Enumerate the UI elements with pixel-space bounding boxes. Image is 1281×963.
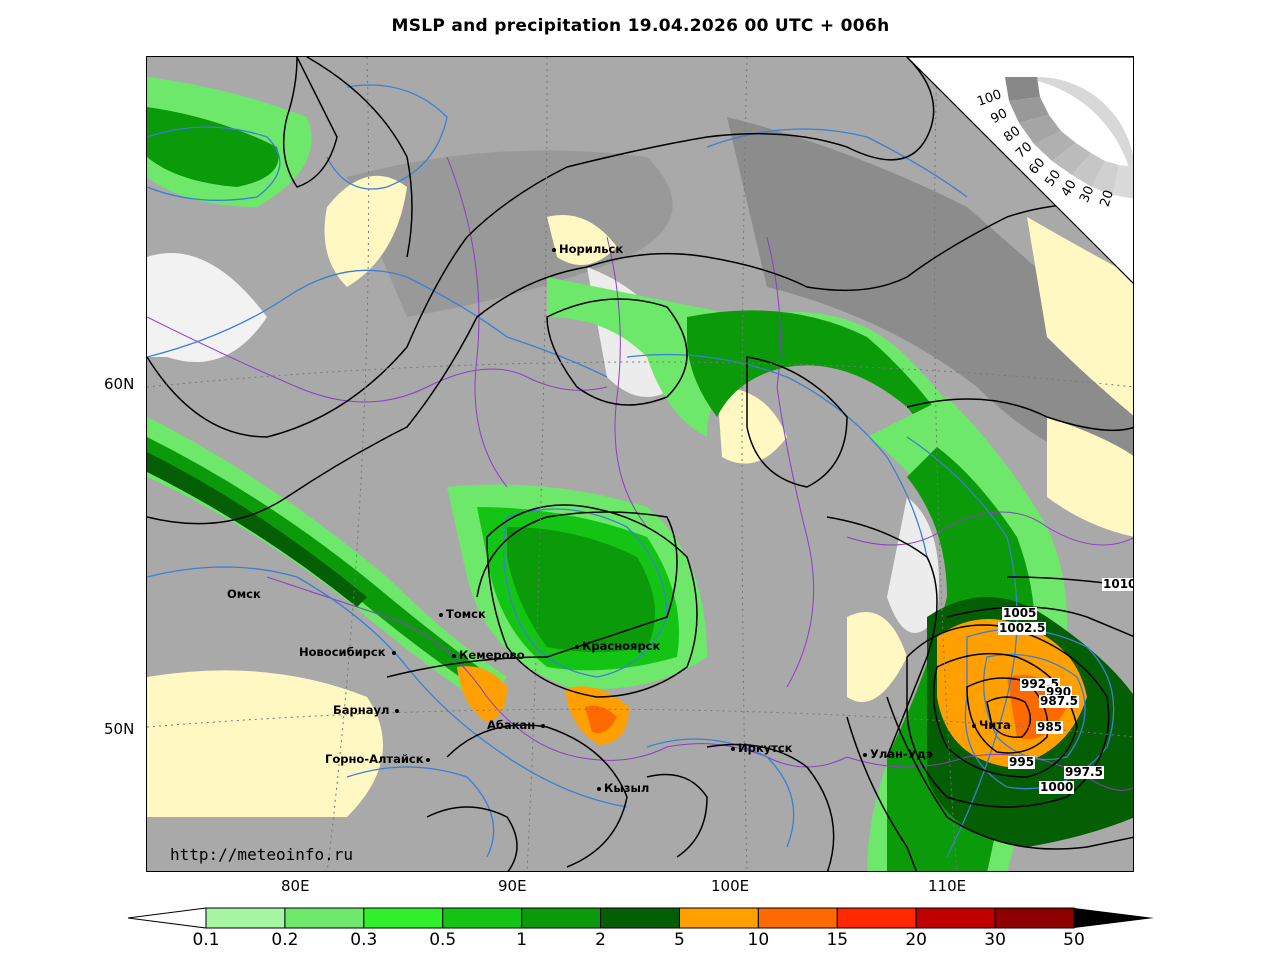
map-title: MSLP and precipitation 19.04.2026 00 UTC… <box>391 16 890 36</box>
colorbar-cell <box>915 907 996 929</box>
city-omsk: Омск <box>227 587 261 601</box>
colorbar-tick-label: 0.1 <box>192 930 220 950</box>
colorbar-cell <box>205 907 286 929</box>
lon-label-100e: 100E <box>711 877 750 895</box>
colorbar-tick-label: 0.3 <box>350 930 378 950</box>
colorbar-cell <box>836 907 917 929</box>
colorbar-cell <box>442 907 523 929</box>
lon-label-90e: 90E <box>498 877 527 895</box>
colorbar-tick-label: 50 <box>1063 930 1085 950</box>
colorbar-tick-label: 20 <box>905 930 927 950</box>
colorbar-tick-label: 15 <box>826 930 849 950</box>
colorbar-tick-label: 30 <box>984 930 1006 950</box>
city-tomsk: Томск <box>439 607 486 621</box>
city-novosibirsk: Новосибирск <box>299 645 399 659</box>
colorbar-cell <box>994 907 1075 929</box>
colorbar-tick-label: 10 <box>747 930 770 950</box>
colorbar-cell <box>757 907 838 929</box>
colorbar-cell <box>678 907 759 929</box>
cloud-legend-wedge <box>1005 77 1133 199</box>
map-panel: 100 90 80 70 60 50 40 30 20 Норильск Омс… <box>146 56 1134 872</box>
isobar-label: 995 <box>1008 755 1036 769</box>
isobar-label: 985 <box>1036 720 1064 734</box>
lat-label-60n: 60N <box>104 375 135 393</box>
city-chita: Чита <box>972 718 1011 732</box>
colorbar-tick-label: 5 <box>674 930 685 950</box>
lon-label-80e: 80E <box>281 877 310 895</box>
city-gorno-altaysk: Горно-Алтайск <box>325 752 433 766</box>
city-krasnoyarsk: Красноярск <box>575 639 660 653</box>
city-kemerovo: Кемерово <box>452 648 525 662</box>
map-canvas <box>147 57 1133 871</box>
colorbar-cell <box>363 907 444 929</box>
city-kyzyl: Кызыл <box>597 781 649 795</box>
colorbar-tick-label: 0.2 <box>271 930 299 950</box>
colorbar-cell <box>284 907 365 929</box>
city-abakan: Абакан <box>487 718 548 732</box>
colorbar-tick-label: 2 <box>595 930 606 950</box>
lon-label-110e: 110E <box>928 877 967 895</box>
isobar-label: 1005 <box>1002 606 1038 620</box>
city-norilsk: Норильск <box>552 242 623 256</box>
city-ulan-ude: Улан-Удэ <box>863 747 933 761</box>
isobar-label: 997.5 <box>1064 765 1104 779</box>
isobar-label: 1000 <box>1039 780 1075 794</box>
colorbar-cell <box>600 907 680 929</box>
isobar-label: 987.5 <box>1039 694 1079 708</box>
lat-label-50n: 50N <box>104 720 135 738</box>
city-irkutsk: Иркутск <box>731 741 792 755</box>
precip-colorbar <box>127 907 1154 929</box>
source-url: http://meteoinfo.ru <box>170 845 354 864</box>
colorbar-cell <box>521 907 602 929</box>
isobar-label: 1010 <box>1102 578 1133 591</box>
isobar-label: 1002.5 <box>998 621 1047 635</box>
city-barnaul: Барнаул <box>333 703 402 717</box>
colorbar-tick-label: 0.5 <box>429 930 457 950</box>
colorbar-tick-label: 1 <box>516 930 528 950</box>
